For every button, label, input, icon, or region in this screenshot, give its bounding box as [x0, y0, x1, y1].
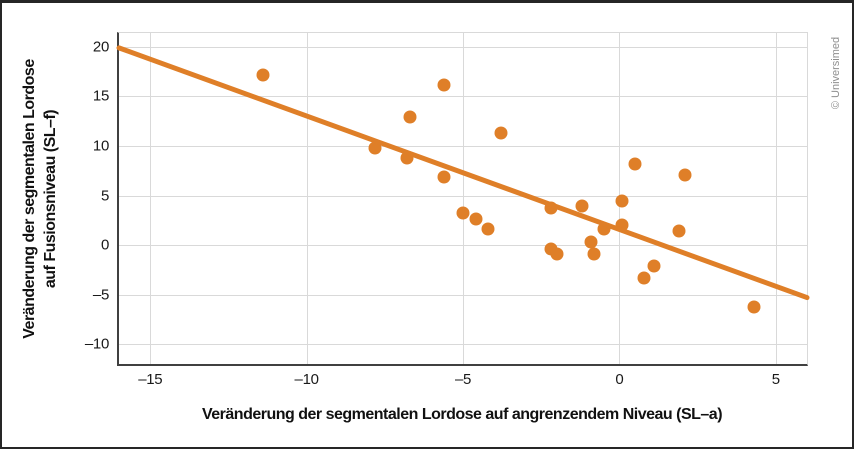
- copyright-text: © Universimed: [830, 36, 842, 110]
- data-point: [437, 78, 451, 92]
- y-tick-label: 0: [100, 236, 109, 254]
- x-tick-label: –5: [454, 371, 472, 388]
- data-point: [456, 206, 470, 220]
- trend-line: [116, 45, 810, 301]
- trend-line-layer: [116, 45, 810, 301]
- data-point: [469, 212, 482, 226]
- y-tick-label: 20: [92, 38, 109, 56]
- horizontal-gridline: [119, 195, 807, 197]
- horizontal-gridline: [119, 294, 807, 296]
- data-point: [747, 300, 761, 314]
- vertical-gridline: [463, 33, 464, 364]
- y-tick-label: 5: [100, 187, 109, 205]
- y-axis-title-line-1: Veränderung der segmentalen Lordose: [21, 59, 39, 339]
- data-point: [672, 224, 686, 238]
- y-axis-title: Veränderung der segmentalen Lordose auf …: [20, 59, 62, 338]
- data-point: [615, 194, 629, 208]
- data-point: [403, 110, 417, 124]
- x-tick-label: –15: [138, 371, 163, 388]
- vertical-gridline: [306, 33, 308, 364]
- data-point: [481, 222, 495, 236]
- vertical-gridline: [775, 33, 777, 364]
- y-tick-label: –10: [84, 335, 109, 353]
- y-axis-title-line-2: auf Fusionsniveau (SL–f): [42, 109, 59, 289]
- data-point: [647, 259, 661, 273]
- plot-area: –15 –10 –5 0 5 –10 –5 0 5 10 15 20: [85, 32, 810, 388]
- y-tick-label: 10: [92, 137, 109, 155]
- horizontal-gridline: [119, 145, 807, 147]
- data-point: [575, 199, 589, 213]
- data-point: [628, 157, 642, 171]
- vertical-gridline: [150, 33, 152, 364]
- data-point: [437, 170, 451, 184]
- y-tick-label: 15: [92, 87, 109, 105]
- data-point: [494, 126, 508, 140]
- data-point: [637, 271, 651, 285]
- data-point: [678, 168, 692, 182]
- data-point: [584, 235, 598, 249]
- horizontal-gridline: [119, 344, 807, 346]
- x-tick-label: 0: [615, 371, 624, 388]
- horizontal-gridline: [119, 46, 807, 48]
- x-axis-title: Veränderung der segmentalen Lordose auf …: [201, 406, 723, 423]
- y-tick-label: –5: [92, 286, 109, 304]
- horizontal-gridline: [119, 245, 807, 247]
- x-tick-label: 5: [771, 371, 780, 388]
- data-point: [256, 68, 270, 82]
- data-point: [587, 247, 601, 261]
- horizontal-gridline: [119, 96, 807, 98]
- x-tick-label: –10: [294, 371, 319, 388]
- data-point: [550, 247, 564, 261]
